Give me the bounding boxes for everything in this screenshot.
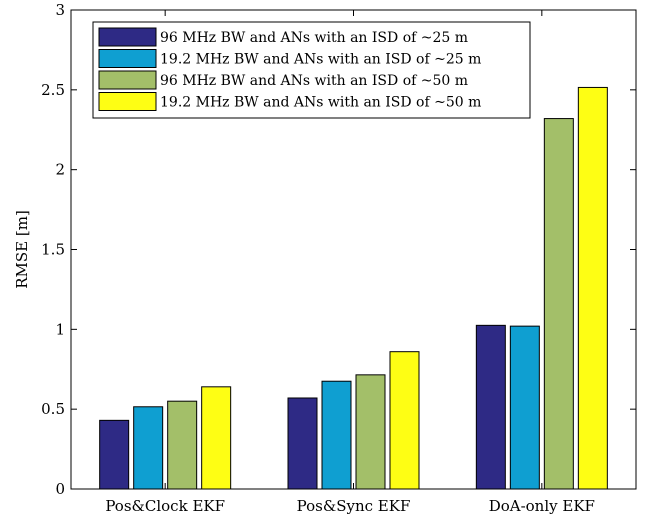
y-axis: 0 0.5 1 1.5 2 2.5 3 <box>41 1 636 498</box>
y-axis-label: RMSE [m] <box>13 210 31 289</box>
legend-entry-label: 96 MHz BW and ANs with an ISD of ~25 m <box>160 30 468 46</box>
legend-swatch <box>98 70 157 90</box>
bar-series-3-pos-clock-ekf <box>167 400 198 490</box>
x-axis: Pos&Clock EKF Pos&Sync EKF DoA-only EKF <box>105 10 595 515</box>
bar-series-1-doa-only-ekf <box>475 324 506 490</box>
legend-swatch <box>98 49 157 68</box>
bar-series-3-pos-sync-ekf <box>355 374 386 490</box>
legend-box <box>92 21 531 119</box>
x-category-label: DoA-only EKF <box>489 497 595 515</box>
bars-group <box>99 86 608 490</box>
legend-entry-label: 19.2 MHz BW and ANs with an ISD of ~50 m <box>160 95 481 111</box>
legend-entry-label: 19.2 MHz BW and ANs with an ISD of ~25 m <box>160 52 481 68</box>
y-tick-label: 2.5 <box>41 81 65 99</box>
bar-series-3-doa-only-ekf <box>543 118 574 490</box>
bar-series-2-doa-only-ekf <box>509 325 540 490</box>
bar-series-4-pos-sync-ekf <box>389 351 420 490</box>
legend: 96 MHz BW and ANs with an ISD of ~25 m 19… <box>92 21 531 119</box>
legend-entry-label: 96 MHz BW and ANs with an ISD of ~50 m <box>160 73 468 89</box>
bar-series-2-pos-clock-ekf <box>133 406 164 490</box>
y-tick-label: 1 <box>55 320 65 338</box>
y-tick-label: 2 <box>55 161 65 179</box>
x-category-label: Pos&Clock EKF <box>105 497 225 515</box>
legend-swatch <box>98 27 157 47</box>
y-tick-label: 1.5 <box>41 241 65 259</box>
bar-series-2-pos-sync-ekf <box>321 380 352 490</box>
legend-swatch <box>98 92 157 111</box>
y-tick-label: 0 <box>55 480 65 498</box>
bar-series-1-pos-sync-ekf <box>287 397 318 490</box>
bar-series-4-pos-clock-ekf <box>201 386 232 490</box>
bar-series-1-pos-clock-ekf <box>99 419 130 490</box>
y-tick-label: 0.5 <box>41 400 65 418</box>
x-category-label: Pos&Sync EKF <box>297 497 411 515</box>
bar-series-4-doa-only-ekf <box>577 86 608 490</box>
y-tick-label: 3 <box>55 1 65 19</box>
